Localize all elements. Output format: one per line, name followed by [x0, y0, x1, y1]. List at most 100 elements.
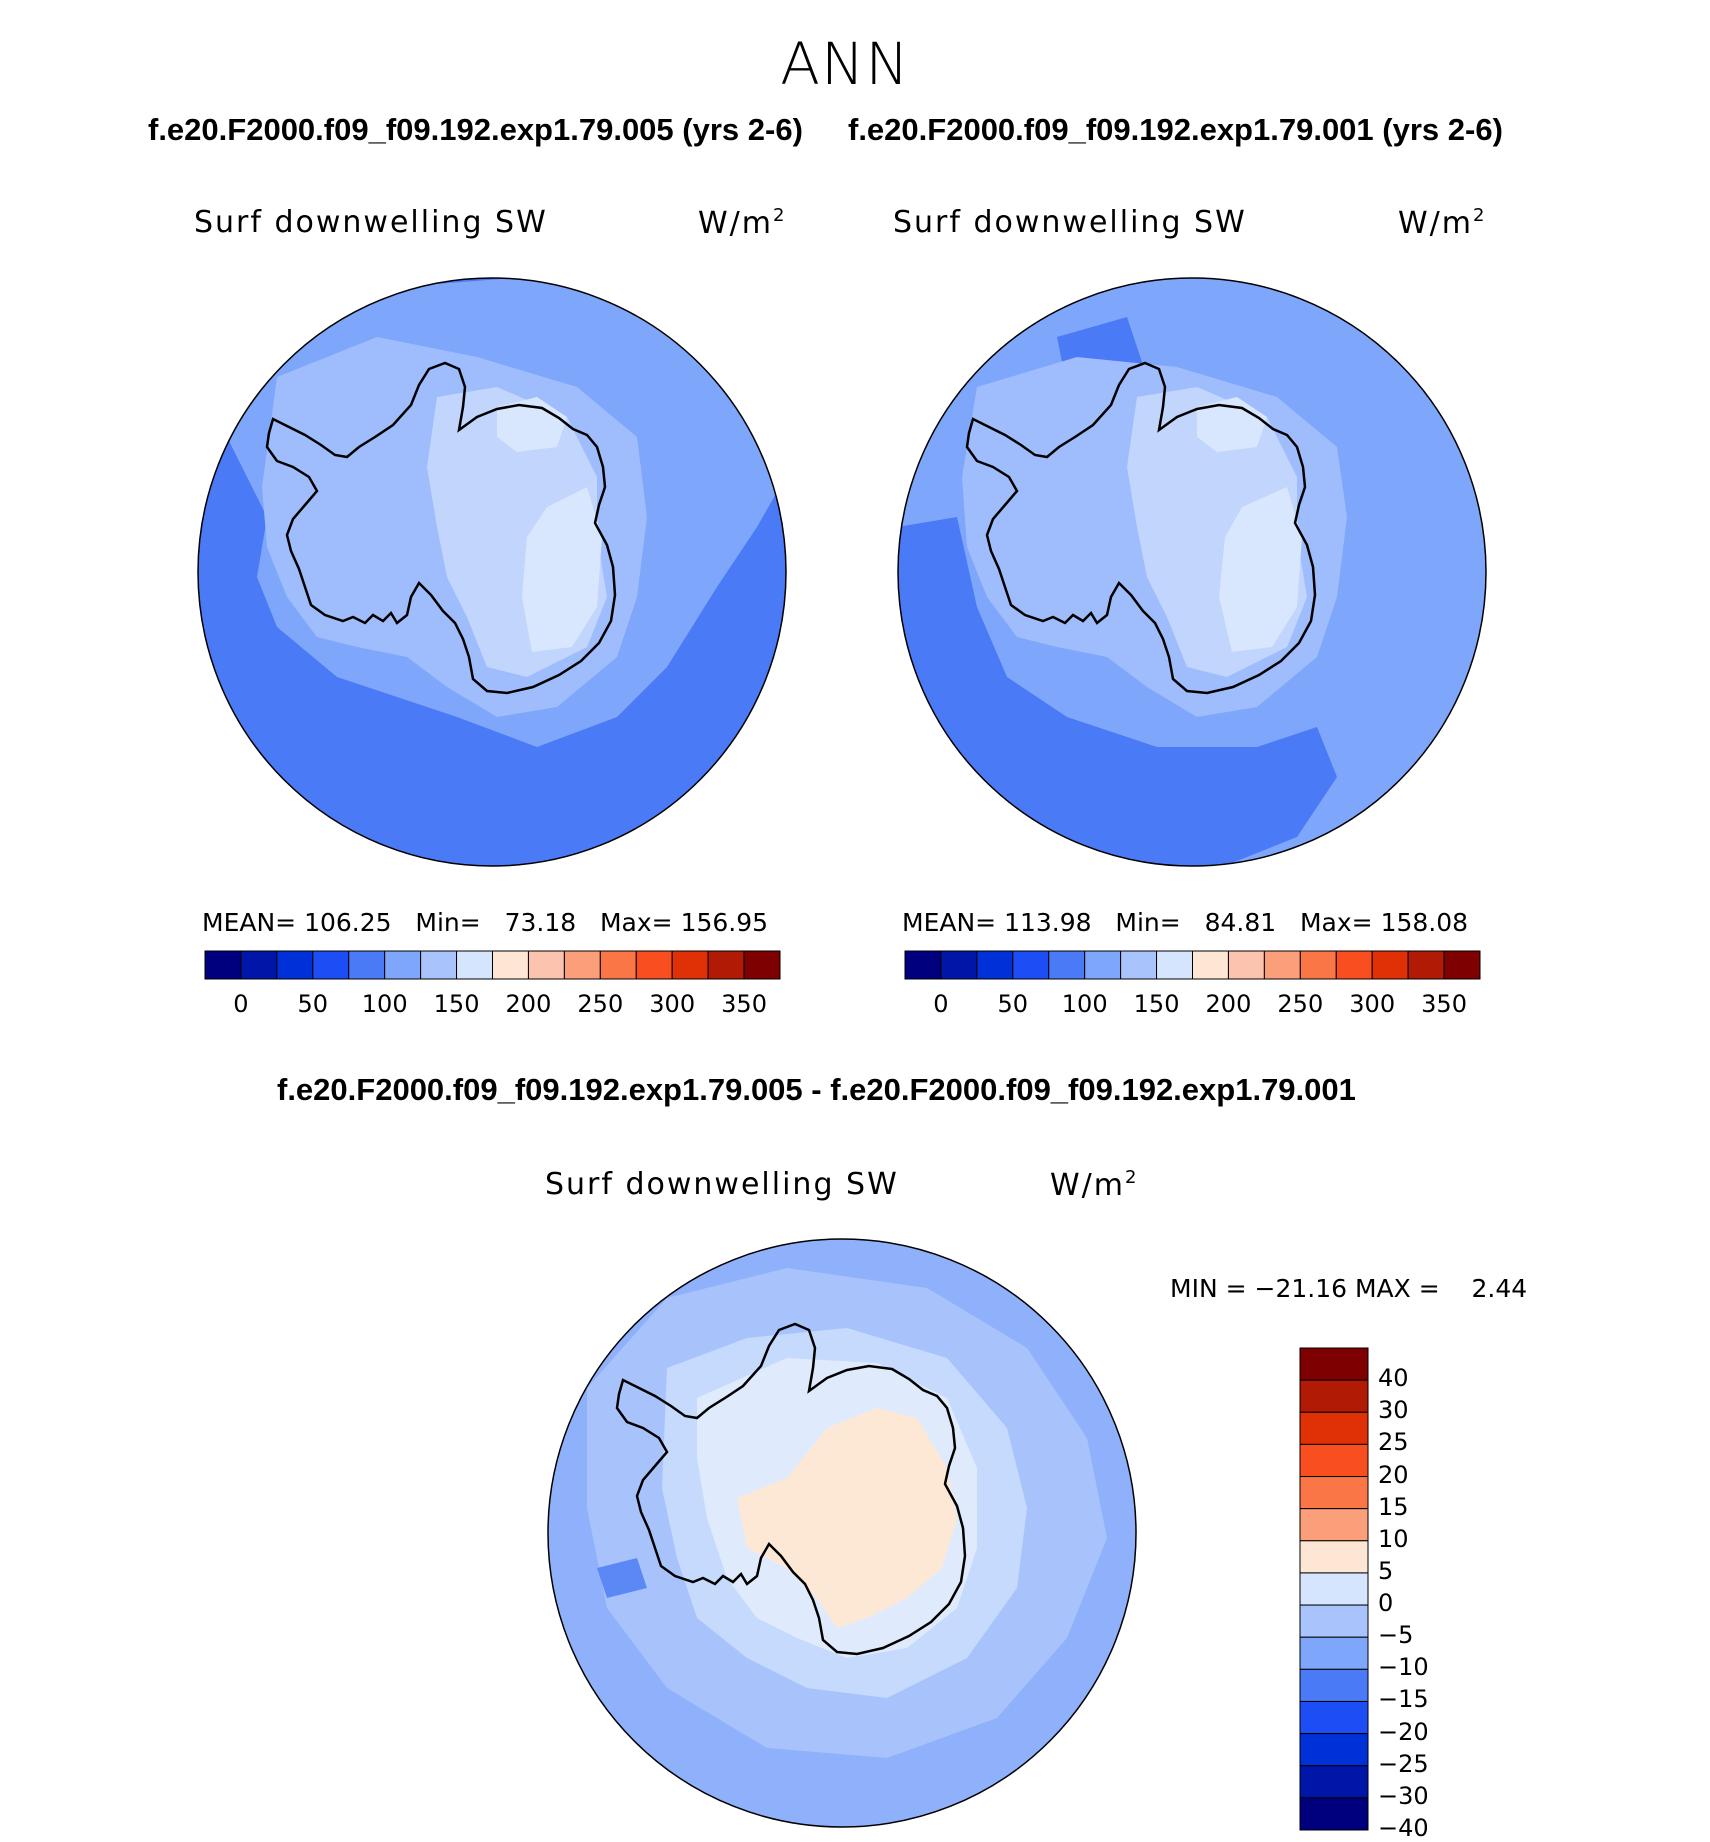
colorbar-swatch: [976, 950, 1014, 980]
colorbar-tick-label: 5: [1378, 1556, 1394, 1585]
colorbar-tick-label: 20: [1378, 1460, 1409, 1489]
colorbar-swatch: [671, 950, 709, 980]
colorbar-swatch: [1156, 950, 1193, 980]
colorbar-swatch: [1120, 950, 1158, 980]
colorbar-swatch: [1335, 950, 1373, 980]
colorbar-swatch: [1299, 1476, 1369, 1510]
colorbar-left-ticks: 0 50 100 150 200 250 300 350: [205, 990, 780, 1020]
colorbar-swatch: [1299, 1604, 1369, 1638]
colorbar-swatch: [1299, 1797, 1369, 1831]
colorbar-swatch: [456, 950, 493, 980]
ocean-band-right: [898, 517, 1337, 866]
diff-title: f.e20.F2000.f09_f09.192.exp1.79.005 - f.…: [277, 1072, 1356, 1107]
colorbar-tick-label: −15: [1378, 1685, 1429, 1714]
colorbar-swatch: [635, 950, 673, 980]
colorbar-swatch: [1084, 950, 1122, 980]
colorbar-left: [204, 950, 781, 980]
colorbar-swatch: [1299, 1668, 1369, 1702]
colorbar-swatch: [527, 950, 565, 980]
plateau-right: [1219, 487, 1302, 652]
colorbar-swatch: [599, 950, 637, 980]
colorbar-tick-label: −25: [1378, 1749, 1429, 1778]
colorbar-swatch: [348, 950, 386, 980]
colorbar-swatch: [1299, 1411, 1369, 1445]
plateau-left: [522, 487, 602, 652]
colorbar-tick-label: −5: [1378, 1621, 1414, 1650]
colorbar-swatch: [1299, 1733, 1369, 1767]
colorbar-swatch: [276, 950, 314, 980]
variable-label-diff: Surf downwelling SW: [545, 1167, 899, 1202]
colorbar-tick-label: 40: [1378, 1364, 1409, 1393]
colorbar-swatch: [1012, 950, 1050, 980]
colorbar-tick-label: 15: [1378, 1492, 1409, 1521]
map-border-right: [897, 277, 1487, 867]
colorbar-swatch: [1299, 1347, 1369, 1381]
colorbar-swatch: [1299, 1443, 1369, 1478]
colorbar-swatch: [492, 950, 529, 980]
colorbar-swatch: [1299, 1540, 1369, 1574]
colorbar-tick-label: 100: [361, 990, 408, 1018]
colorbar-tick-label: −40: [1378, 1814, 1429, 1842]
colorbar-swatch: [743, 950, 781, 980]
colorbar-swatch: [1227, 950, 1265, 980]
colorbar-swatch: [1299, 950, 1337, 980]
colorbar-swatch: [904, 950, 942, 980]
colorbar-tick-label: 300: [1349, 990, 1396, 1018]
colorbar-tick-label: 300: [649, 990, 696, 1018]
colorbar-swatch: [312, 950, 350, 980]
variable-label-left: Surf downwelling SW: [194, 205, 548, 240]
colorbar-tick-label: 50: [997, 990, 1029, 1018]
colorbar-tick-label: 150: [1133, 990, 1180, 1018]
diff-positive-zone: [737, 1408, 957, 1628]
colorbar-tick-label: 0: [233, 990, 249, 1018]
colorbar-tick-label: −30: [1378, 1781, 1429, 1810]
colorbar-right-ticks: 0 50 100 150 200 250 300 350: [905, 990, 1480, 1020]
colorbar-tick-label: 25: [1378, 1428, 1409, 1457]
colorbar-swatch: [1371, 950, 1409, 980]
colorbar-tick-label: 100: [1061, 990, 1108, 1018]
units-left: W/m2: [698, 205, 785, 241]
colorbar-tick-label: −20: [1378, 1717, 1429, 1746]
colorbar-right: [904, 950, 1481, 980]
colorbar-swatch: [940, 950, 978, 980]
variable-label-right: Surf downwelling SW: [893, 205, 1247, 240]
colorbar-swatch: [1443, 950, 1481, 980]
colorbar-tick-label: 200: [1205, 990, 1252, 1018]
units-diff: W/m2: [1050, 1167, 1137, 1203]
stats-right: MEAN= 113.98 Min= 84.81 Max= 158.08: [902, 908, 1469, 937]
colorbar-swatch: [1299, 1700, 1369, 1735]
colorbar-tick-label: 350: [721, 990, 767, 1018]
map-border-left: [197, 277, 787, 867]
colorbar-tick-label: 10: [1378, 1524, 1409, 1553]
colorbar-swatch: [384, 950, 422, 980]
colorbar-swatch: [1299, 1636, 1369, 1670]
colorbar-swatch: [1263, 950, 1301, 980]
colorbar-tick-label: 0: [1378, 1589, 1394, 1618]
colorbar-swatch: [240, 950, 278, 980]
case-title-right: f.e20.F2000.f09_f09.192.exp1.79.001 (yrs…: [848, 112, 1503, 147]
colorbar-swatch: [563, 950, 601, 980]
colorbar-swatch: [204, 950, 242, 980]
units-right: W/m2: [1398, 205, 1485, 241]
stats-left: MEAN= 106.25 Min= 73.18 Max= 156.95: [202, 908, 769, 937]
season-title: ANN: [780, 30, 910, 98]
colorbar-tick-label: 150: [433, 990, 480, 1018]
case-title-left: f.e20.F2000.f09_f09.192.exp1.79.005 (yrs…: [148, 112, 803, 147]
map-diff: [547, 1238, 1137, 1828]
colorbar-tick-label: 0: [933, 990, 949, 1018]
colorbar-diff: [1299, 1347, 1369, 1831]
plateau-north-left: [497, 397, 567, 452]
diff-dark-patch: [597, 1558, 647, 1598]
colorbar-swatch: [1048, 950, 1086, 980]
colorbar-tick-label: 350: [1421, 990, 1467, 1018]
colorbar-tick-label: 250: [1277, 990, 1324, 1018]
colorbar-swatch: [1192, 950, 1229, 980]
colorbar-tick-label: 250: [577, 990, 624, 1018]
colorbar-swatch: [1407, 950, 1445, 980]
colorbar-swatch: [1299, 1508, 1369, 1542]
colorbar-tick-label: 50: [297, 990, 329, 1018]
diff-stats: MIN = −21.16 MAX = 2.44: [1170, 1274, 1528, 1303]
map-right: [897, 277, 1487, 867]
colorbar-swatch: [420, 950, 458, 980]
colorbar-swatch: [1299, 1379, 1369, 1413]
